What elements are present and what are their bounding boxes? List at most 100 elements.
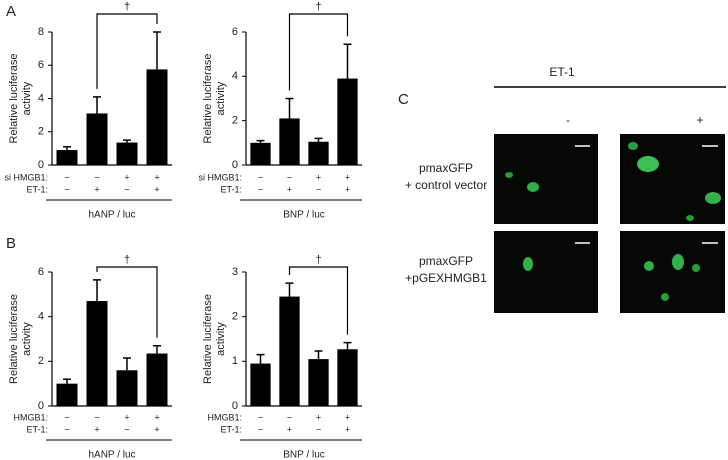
y-tick-label: 0 xyxy=(38,159,44,171)
treatment-label: ET-1: xyxy=(220,184,242,194)
treatment-sign: + xyxy=(94,424,99,434)
significance-mark: † xyxy=(315,1,321,13)
treatment-sign: − xyxy=(316,184,321,194)
row-label: +pGEXHMGB1 xyxy=(405,271,487,285)
treatment-sign: + xyxy=(316,412,321,422)
y-axis-label: Relative luciferase xyxy=(8,54,20,144)
bar xyxy=(279,118,300,165)
treatment-sign: − xyxy=(64,424,69,434)
y-tick-label: 6 xyxy=(38,59,44,71)
micrograph xyxy=(494,231,598,313)
treatment-sign: − xyxy=(316,424,321,434)
y-axis-label: activity xyxy=(21,81,33,115)
treatment-sign: + xyxy=(345,184,350,194)
y-tick-label: 0 xyxy=(38,400,44,412)
treatment-label: ET-1: xyxy=(220,424,242,434)
panel-label: B xyxy=(6,235,16,252)
bar xyxy=(86,301,108,406)
error-bar xyxy=(256,353,265,364)
panel-label: A xyxy=(6,3,16,20)
treatment-sign: − xyxy=(287,412,292,422)
row-label: pmaxGFP xyxy=(419,254,473,268)
significance-bracket xyxy=(288,13,349,91)
y-tick-label: 6 xyxy=(232,26,238,38)
error-bar xyxy=(256,139,265,143)
error-bar xyxy=(63,145,71,151)
error-bar xyxy=(343,43,352,79)
treatment-sign: − xyxy=(64,172,69,182)
error-bar xyxy=(343,341,352,350)
column-label: - xyxy=(566,113,570,127)
treatment-sign: − xyxy=(258,424,263,434)
bar xyxy=(250,142,271,165)
x-axis-label: hANP / luc xyxy=(88,450,135,460)
bar xyxy=(56,150,78,165)
treatment-sign: + xyxy=(345,412,350,422)
y-tick-label: 3 xyxy=(232,266,238,278)
treatment-sign: + xyxy=(345,172,350,182)
treatment-sign: + xyxy=(124,172,129,182)
treatment-sign: + xyxy=(124,412,129,422)
row-label: pmaxGFP xyxy=(419,161,473,175)
y-axis-label: Relative luciferase xyxy=(202,54,214,144)
significance-mark: † xyxy=(124,254,130,266)
significance-bracket xyxy=(96,266,158,338)
y-tick-label: 4 xyxy=(38,311,44,323)
error-bar xyxy=(153,344,161,354)
treatment-label: HMGB1: xyxy=(13,412,48,422)
micrograph xyxy=(494,134,598,224)
y-tick-label: 4 xyxy=(38,92,44,104)
treatment-sign: + xyxy=(316,172,321,182)
treatment-sign: + xyxy=(94,184,99,194)
bar xyxy=(146,69,168,165)
bar xyxy=(337,78,358,165)
treatment-sign: − xyxy=(94,412,99,422)
row-label: + control vector xyxy=(405,178,487,192)
treatment-sign: + xyxy=(154,412,159,422)
treatment-sign: − xyxy=(258,412,263,422)
y-axis-label: activity xyxy=(215,322,227,356)
treatment-sign: − xyxy=(258,172,263,182)
error-bar xyxy=(93,279,101,302)
treatment-sign: + xyxy=(154,172,159,182)
micrograph xyxy=(620,134,725,224)
treatment-sign: − xyxy=(258,184,263,194)
error-bar xyxy=(314,137,323,142)
treatment-sign: + xyxy=(345,424,350,434)
bar xyxy=(250,363,271,406)
significance-mark: † xyxy=(315,254,321,266)
bar xyxy=(308,359,329,406)
y-axis-label: Relative luciferase xyxy=(202,294,214,384)
treatment-sign: + xyxy=(154,424,159,434)
y-tick-label: 6 xyxy=(38,266,44,278)
y-tick-label: 2 xyxy=(38,126,44,138)
treatment-sign: + xyxy=(287,424,292,434)
error-bar xyxy=(63,378,71,384)
significance-bracket xyxy=(288,266,349,335)
treatment-sign: − xyxy=(64,412,69,422)
y-tick-label: 2 xyxy=(232,115,238,127)
treatment-sign: + xyxy=(154,184,159,194)
x-axis-label: hANP / luc xyxy=(88,210,135,221)
bar xyxy=(279,296,300,406)
y-tick-label: 0 xyxy=(232,159,238,171)
y-tick-label: 1 xyxy=(232,355,238,367)
y-axis-label: activity xyxy=(215,81,227,115)
treatment-label: ET-1: xyxy=(26,184,48,194)
x-axis-label: BNP / luc xyxy=(283,210,325,221)
x-axis-label: BNP / luc xyxy=(283,450,325,460)
panel-c: ET-1 - + pmaxGFP + control vector pmaxGF… xyxy=(405,65,726,313)
treatment-sign: − xyxy=(64,184,69,194)
y-axis-label: Relative luciferase xyxy=(8,294,20,384)
bar xyxy=(56,383,78,406)
y-tick-label: 0 xyxy=(232,400,238,412)
y-axis-label: activity xyxy=(21,322,33,356)
bar xyxy=(337,349,358,406)
bar xyxy=(116,142,138,165)
y-tick-label: 4 xyxy=(232,70,238,82)
error-bar xyxy=(123,139,131,143)
y-tick-label: 8 xyxy=(38,26,44,38)
treatment-label: si HMGB1: xyxy=(4,172,48,182)
treatment-sign: − xyxy=(124,184,129,194)
